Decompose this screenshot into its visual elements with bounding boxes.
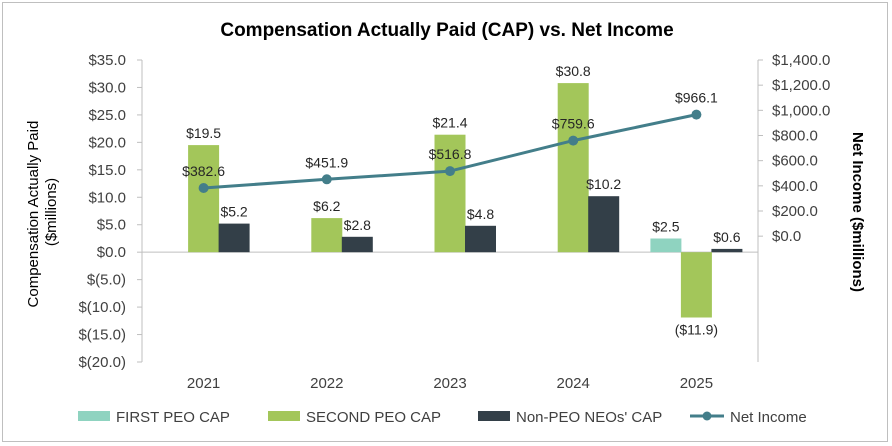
net-income-point-2023 [445,166,455,177]
net-income-data-label: $759.6 [552,116,595,132]
bar-non-peo-neos-cap-2021 [218,223,250,253]
bar-data-label: $10.2 [586,176,621,192]
legend-item-second-peo-cap: SECOND PEO CAP [268,409,441,426]
bar-data-label: ($11.9) [675,322,718,338]
left-tick-label: $5.0 [97,217,126,234]
left-axis-title-line-1: Compensation Actually Paid [25,121,42,308]
left-tick-label: $(20.0) [78,354,126,371]
net-income-point-2021 [198,183,209,193]
bar-second-peo-cap-2022 [311,218,343,253]
bar-data-label: $21.4 [432,115,467,131]
net-income-point-2024 [568,135,579,146]
right-axis-title: Net Income ($millions) [849,132,866,292]
net-income-data-label: $451.9 [305,154,348,170]
left-tick-label: $35.0 [88,52,126,69]
right-axis: $1,400.0 $1,200.0 $1,000.0 $800.0 $600.0 $400… [757,52,830,362]
bar-non-peo-neos-cap-2024 [588,196,620,253]
bar-non-peo-neos-cap-2023 [465,225,496,253]
legend-label: SECOND PEO CAP [306,409,441,426]
left-axis-title: Compensation Actually Paid ($millions) [25,117,60,308]
legend-label: Net Income [730,409,807,426]
bar-second-peo-cap-2025 [680,252,712,318]
bar-data-label: $5.2 [220,204,247,220]
left-tick-label: $0.0 [97,244,126,261]
right-tick-label: $1,200.0 [772,77,830,94]
bars [188,83,743,318]
right-tick-label: $1,400.0 [772,52,830,69]
net-income-data-label: $516.8 [429,146,472,162]
legend-marker [702,411,712,421]
legend-item-first-peo-cap: FIRST PEO CAP [78,409,230,426]
net-income-line-series [198,109,702,193]
x-tick-label: 2023 [433,375,466,392]
right-tick-label: $1,000.0 [772,102,830,119]
bar-second-peo-cap-2023 [434,134,466,253]
left-tick-label: $(5.0) [87,272,126,289]
bar-data-label: $2.5 [652,219,679,235]
x-axis-ticks: 2021 2022 2023 2024 2025 [187,375,713,392]
bar-second-peo-cap-2024 [557,83,589,253]
legend-item-non-peo-neos-cap: Non-PEO NEOs' CAP [478,409,662,426]
net-income-point-2022 [321,174,332,185]
left-tick-label: $10.0 [88,189,126,206]
bar-non-peo-neos-cap-2022 [341,236,373,253]
left-tick-label: $30.0 [88,79,126,96]
right-tick-label: $0.0 [772,228,801,245]
data-labels: $2.5 $19.5 $6.2 $21.4 $30.8 ($11.9) $5.2 $2.8 $4… [182,63,741,337]
bar-second-peo-cap-2021 [188,145,220,253]
chart-title: Compensation Actually Paid (CAP) vs. Net… [220,20,673,41]
left-tick-label: $15.0 [88,162,126,179]
x-tick-label: 2022 [310,375,343,392]
right-tick-label: $600.0 [772,153,818,170]
bar-data-label: $6.2 [313,198,340,214]
net-income-data-label: $382.6 [182,163,225,179]
legend-swatch [78,411,110,421]
bar-non-peo-neos-cap-2025 [711,248,743,253]
right-tick-label: $200.0 [772,203,818,220]
legend-item-net-income: Net Income [690,409,807,426]
bar-data-label: $30.8 [556,63,591,79]
left-tick-label: $(10.0) [78,299,126,316]
x-tick-label: 2025 [680,375,713,392]
bar-data-label: $2.8 [344,217,371,233]
left-tick-label: $(15.0) [78,327,126,344]
x-tick-label: 2024 [557,375,590,392]
bar-data-label: $4.8 [467,206,494,222]
bar-first-peo-cap-2025 [650,238,682,253]
x-tick-label: 2021 [187,375,220,392]
legend-swatch [478,411,510,421]
net-income-data-label: $966.1 [675,90,718,106]
left-tick-label: $20.0 [88,134,126,151]
left-tick-label: $25.0 [88,107,126,124]
net-income-point-2025 [691,109,702,120]
legend-swatch [268,411,300,421]
right-tick-label: $800.0 [772,128,818,145]
legend-label: Non-PEO NEOs' CAP [516,409,662,426]
left-axis-title-line-2: ($millions) [43,178,60,246]
bar-data-label: $0.6 [713,229,740,245]
right-tick-label: $400.0 [772,178,818,195]
bar-data-label: $19.5 [186,125,221,141]
legend-label: FIRST PEO CAP [116,409,230,426]
left-axis: $35.0 $30.0 $25.0 $20.0 $15.0 $10.0 $5.0 $0.0 $(… [78,52,758,371]
legend: FIRST PEO CAP SECOND PEO CAP Non-PEO NEOs'… [78,409,807,426]
